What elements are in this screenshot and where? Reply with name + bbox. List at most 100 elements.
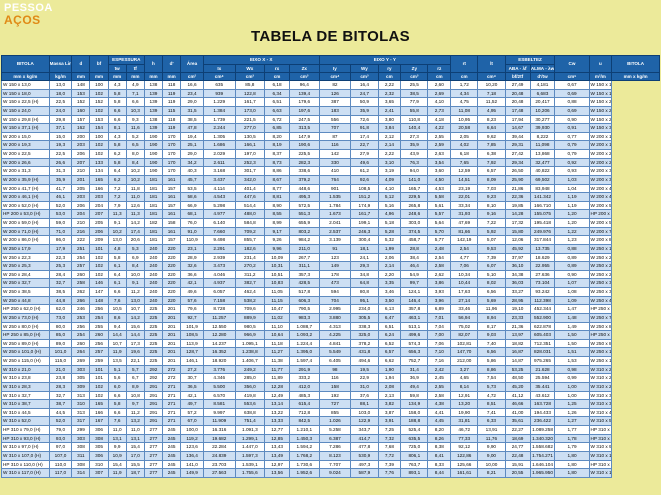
bitola-name-cell: W 200 x 46,1 (H) [588, 192, 613, 202]
table-cell: 984,2 [289, 235, 320, 245]
table-cell: 1.646.104 [529, 459, 556, 470]
table-row: W 200 x 52,0 (H) 52,0 206 204 7,9 12,6 181 157 6… [1, 200, 660, 211]
table-cell: 5,73 [477, 381, 506, 392]
table-cell: 220 [162, 252, 182, 263]
table-cell: 2,06 [377, 252, 402, 263]
logo-line-2: AÇOS [4, 13, 41, 27]
table-cell: 291 [143, 416, 164, 426]
table-cell: 3,80 [377, 114, 402, 125]
table-cell: 11,77 [264, 364, 291, 375]
table-cell: 23,19 [450, 183, 479, 194]
table-cell: 205 [71, 183, 91, 194]
table-cell: 149,9 [180, 468, 204, 478]
table-cell: 27.636 [529, 269, 556, 280]
table-cell: 8.123 [318, 450, 352, 461]
table-cell: 1.384 [202, 105, 236, 116]
table-cell: 6,2 [107, 149, 127, 159]
table-cell: 2,55 [427, 131, 452, 142]
table-cell: 22,01 [450, 192, 479, 202]
table-cell: 4.841 [318, 338, 352, 349]
table-cell: 161 [162, 174, 182, 185]
table-cell: 20,58 [450, 123, 479, 133]
bitola-name-cell: W 250 x 22,3 [588, 252, 613, 263]
table-cell: 203 [71, 140, 91, 150]
table-cell: 6,4 [107, 166, 127, 176]
table-cell: 1,27 [554, 416, 590, 426]
table-cell: 803,2 [289, 226, 320, 237]
table-cell: 1.594,2 [289, 442, 320, 452]
table-cell: 4,75 [450, 97, 479, 107]
table-cell: 6,18 [450, 149, 479, 159]
bitola-name-cell: W 250 x 17,9 [1, 243, 50, 254]
table-cell: 428,5 [289, 278, 320, 288]
table-cell: 939 [202, 88, 236, 99]
table-cell: 9,62 [477, 131, 506, 142]
table-cell: 12,77 [264, 425, 291, 435]
table-cell: 225 [143, 321, 164, 332]
table-cell: 34,8 [350, 269, 379, 280]
table-cell: 25.594 [529, 373, 556, 383]
table-cell: 39,930 [529, 123, 556, 133]
table-cell: 15,6 [125, 321, 145, 332]
table-cell: 11,8 [125, 183, 145, 194]
table-cell: 210 [71, 166, 91, 176]
table-cell: 86,0 [48, 235, 73, 245]
table-cell: 4,02 [450, 140, 479, 150]
table-cell: 2,42 [427, 364, 452, 375]
table-cell: 245 [162, 425, 182, 435]
table-cell: 5,2 [125, 131, 145, 142]
table-cell: 9,1 [125, 278, 145, 288]
table-cell: 23,33 [504, 312, 531, 323]
table-cell: 7,2 [107, 183, 127, 194]
table-cell: 704 [318, 295, 352, 306]
table-cell: 27,42 [504, 149, 531, 159]
table-cell: 182,6 [234, 243, 266, 254]
table-cell: 313 [71, 390, 91, 401]
table-cell: 5.549 [318, 347, 352, 357]
table-cell: 8,44 [427, 468, 452, 478]
table-cell: 101 [89, 364, 109, 375]
table-cell: 6,47 [377, 312, 402, 323]
table-cell: 190 [143, 149, 164, 159]
table-cell: 199,1 [350, 218, 379, 228]
bitola-name-cell: HP 310 x 79,0 (H) [1, 425, 50, 435]
table-cell: 24,0 [48, 105, 73, 116]
table-cell: 1.093,2 [289, 330, 320, 340]
table-cell: 2,12 [377, 131, 402, 142]
table-cell: 889,9 [234, 312, 266, 323]
table-cell: 9.024 [318, 468, 352, 478]
table-cell: 10,64 [264, 330, 291, 340]
table-cell: 0,89 [554, 261, 590, 271]
table-cell: 31,3 [48, 166, 73, 176]
table-cell: 4,10 [377, 183, 402, 194]
table-cell: 6,63 [264, 105, 291, 116]
table-cell: 9,23 [477, 192, 506, 202]
unit-cell: mm x kg/m [1, 72, 50, 81]
table-cell: 8,37 [264, 149, 291, 159]
table-cell: 119 [162, 123, 182, 133]
table-cell: 220 [162, 269, 182, 280]
table-cell: 124,1 [400, 287, 429, 297]
table-cell: 28,8 [400, 243, 429, 254]
table-cell: 201 [162, 330, 182, 340]
table-cell: 806,1 [400, 450, 429, 461]
table-cell: 163.728 [529, 399, 556, 409]
table-cell: 158 [318, 381, 352, 392]
table-cell: 414,7 [350, 433, 379, 444]
bitola-name-cell: W 200 x 26,6 [588, 157, 613, 168]
table-cell: 975.265 [529, 356, 556, 366]
table-cell: 190,6 [289, 140, 320, 150]
table-cell: 10,83 [264, 278, 291, 288]
bitola-name-cell: W 310 x 44,5 [588, 407, 613, 418]
table-cell: 8,21 [477, 468, 506, 478]
table-cell: 190 [143, 131, 164, 142]
table-cell: 206 [71, 149, 91, 159]
table-cell: 82,07 [450, 330, 479, 340]
table-cell: 26,50 [504, 166, 531, 176]
table-cell: 267,7 [289, 252, 320, 263]
table-row: W 310 x 44,5 44,5 313 166 6,6 11,2 291 271 57,2 9… [1, 407, 660, 418]
table-cell: 333,2 [289, 373, 320, 383]
table-cell: 10,47 [264, 304, 291, 314]
table-cell: 556 [318, 114, 352, 125]
